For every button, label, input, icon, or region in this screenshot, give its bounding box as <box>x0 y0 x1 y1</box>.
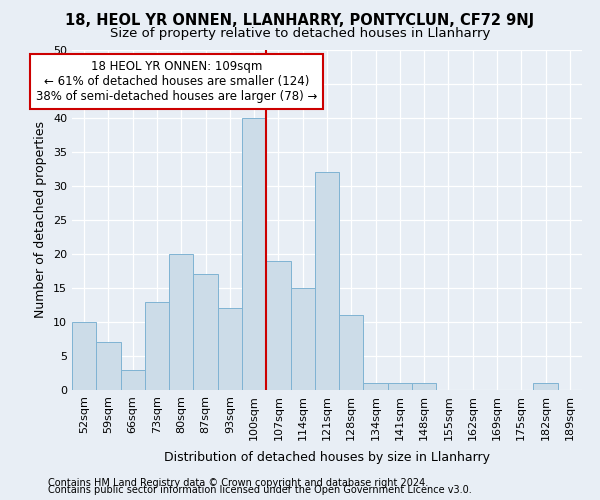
Bar <box>121 370 145 390</box>
Bar <box>339 315 364 390</box>
Bar <box>145 302 169 390</box>
Bar <box>533 383 558 390</box>
Bar <box>218 308 242 390</box>
Bar <box>315 172 339 390</box>
Bar <box>266 261 290 390</box>
Bar <box>96 342 121 390</box>
Text: 18 HEOL YR ONNEN: 109sqm
← 61% of detached houses are smaller (124)
38% of semi-: 18 HEOL YR ONNEN: 109sqm ← 61% of detach… <box>36 60 317 103</box>
Bar <box>364 383 388 390</box>
Bar <box>193 274 218 390</box>
Text: Size of property relative to detached houses in Llanharry: Size of property relative to detached ho… <box>110 28 490 40</box>
Text: 18, HEOL YR ONNEN, LLANHARRY, PONTYCLUN, CF72 9NJ: 18, HEOL YR ONNEN, LLANHARRY, PONTYCLUN,… <box>65 12 535 28</box>
Text: Contains public sector information licensed under the Open Government Licence v3: Contains public sector information licen… <box>48 485 472 495</box>
Y-axis label: Number of detached properties: Number of detached properties <box>34 122 47 318</box>
Bar <box>388 383 412 390</box>
Text: Contains HM Land Registry data © Crown copyright and database right 2024.: Contains HM Land Registry data © Crown c… <box>48 478 428 488</box>
X-axis label: Distribution of detached houses by size in Llanharry: Distribution of detached houses by size … <box>164 451 490 464</box>
Bar <box>412 383 436 390</box>
Bar <box>72 322 96 390</box>
Bar <box>242 118 266 390</box>
Bar <box>290 288 315 390</box>
Bar <box>169 254 193 390</box>
